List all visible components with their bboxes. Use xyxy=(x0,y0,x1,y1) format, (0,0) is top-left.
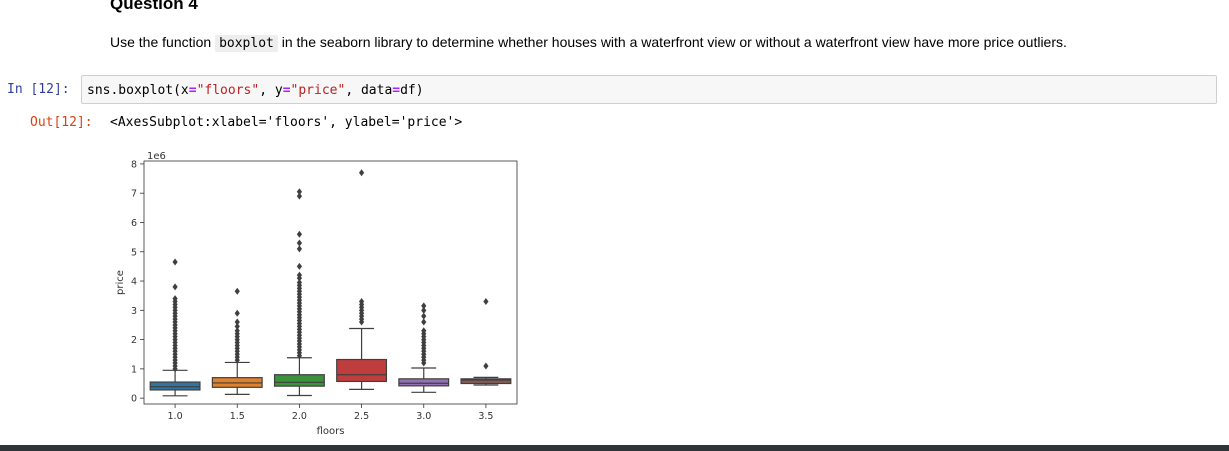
code-token: , y xyxy=(259,83,283,98)
y-tick-label: 0 xyxy=(131,394,137,405)
instructions-text-before: Use the function xyxy=(110,34,216,50)
outlier-point xyxy=(172,295,178,303)
x-tick-label: 1.0 xyxy=(168,411,183,422)
instructions-text-after: in the seaborn library to determine whet… xyxy=(277,34,1067,50)
code-token: df) xyxy=(400,83,424,98)
outlier-point xyxy=(234,327,240,335)
outlier-point xyxy=(234,287,240,295)
outlier-point xyxy=(483,362,489,370)
output-prompt: Out[12]: xyxy=(30,115,93,130)
outlier-point xyxy=(421,306,427,314)
box-1.0 xyxy=(149,381,201,391)
y-offset-label: 1e6 xyxy=(147,151,166,162)
outlier-point xyxy=(234,322,240,330)
inline-code-boxplot: boxplot xyxy=(215,35,278,52)
code-string-price: "price" xyxy=(290,83,346,98)
code-operator: = xyxy=(392,83,401,98)
bottom-bar xyxy=(0,445,1229,451)
box-3.5 xyxy=(460,378,512,385)
outlier-point xyxy=(296,230,303,238)
outlier-point xyxy=(234,309,240,317)
y-tick-label: 1 xyxy=(131,364,137,375)
input-prompt: In [12]: xyxy=(7,82,70,97)
y-tick-label: 5 xyxy=(131,247,137,258)
y-axis-label: price xyxy=(115,270,126,295)
outlier-point xyxy=(421,302,427,310)
question-heading: Question 4 xyxy=(110,0,198,13)
question-instructions: Use the function boxplot in the seaborn … xyxy=(110,34,1067,52)
plot-frame xyxy=(143,160,518,405)
code-input-cell[interactable]: sns.boxplot(x="floors", y="price", data=… xyxy=(81,75,1217,104)
outlier-point xyxy=(358,169,365,177)
outlier-point xyxy=(296,188,303,196)
y-tick-label: 3 xyxy=(131,306,137,317)
outlier-point xyxy=(421,312,427,320)
boxplot-chart: 0 1 2 3 4 5 6 7 8 1e6 price 1.0 1.5 2.0 2.5 3.0 3.5 floor… xyxy=(115,151,518,437)
code-operator: = xyxy=(188,83,197,98)
outlier-point xyxy=(421,327,427,335)
x-tick-label: 2.0 xyxy=(292,411,307,422)
outlier-point xyxy=(234,318,240,326)
outlier-point xyxy=(172,258,178,266)
x-axis-label: floors xyxy=(317,426,345,437)
outlier-point xyxy=(296,239,303,247)
code-line[interactable]: sns.boxplot(x="floors", y="price", data=… xyxy=(87,83,424,98)
y-tick-label: 4 xyxy=(131,277,137,288)
x-tick-label: 3.5 xyxy=(478,411,493,422)
box-3.0 xyxy=(398,378,450,387)
x-tick-label: 1.5 xyxy=(230,411,245,422)
box-2.0 xyxy=(273,374,325,387)
code-token: sns.boxplot(x xyxy=(87,83,189,98)
code-token: , data xyxy=(345,83,393,98)
y-tick-label: 7 xyxy=(131,189,137,200)
box-2.5 xyxy=(336,358,388,383)
x-tick-label: 2.5 xyxy=(354,411,369,422)
output-text: <AxesSubplot:xlabel='floors', ylabel='pr… xyxy=(110,115,463,130)
y-tick-label: 6 xyxy=(131,218,137,229)
outlier-point xyxy=(421,318,427,326)
code-operator: = xyxy=(282,83,291,98)
outlier-point xyxy=(483,298,489,306)
outlier-point xyxy=(358,298,365,306)
y-tick-label: 2 xyxy=(131,335,137,346)
y-tick-label: 8 xyxy=(131,159,137,170)
x-tick-label: 3.0 xyxy=(416,411,431,422)
outlier-point xyxy=(172,283,178,291)
code-string-floors: "floors" xyxy=(196,83,260,98)
outlier-point xyxy=(296,262,303,270)
